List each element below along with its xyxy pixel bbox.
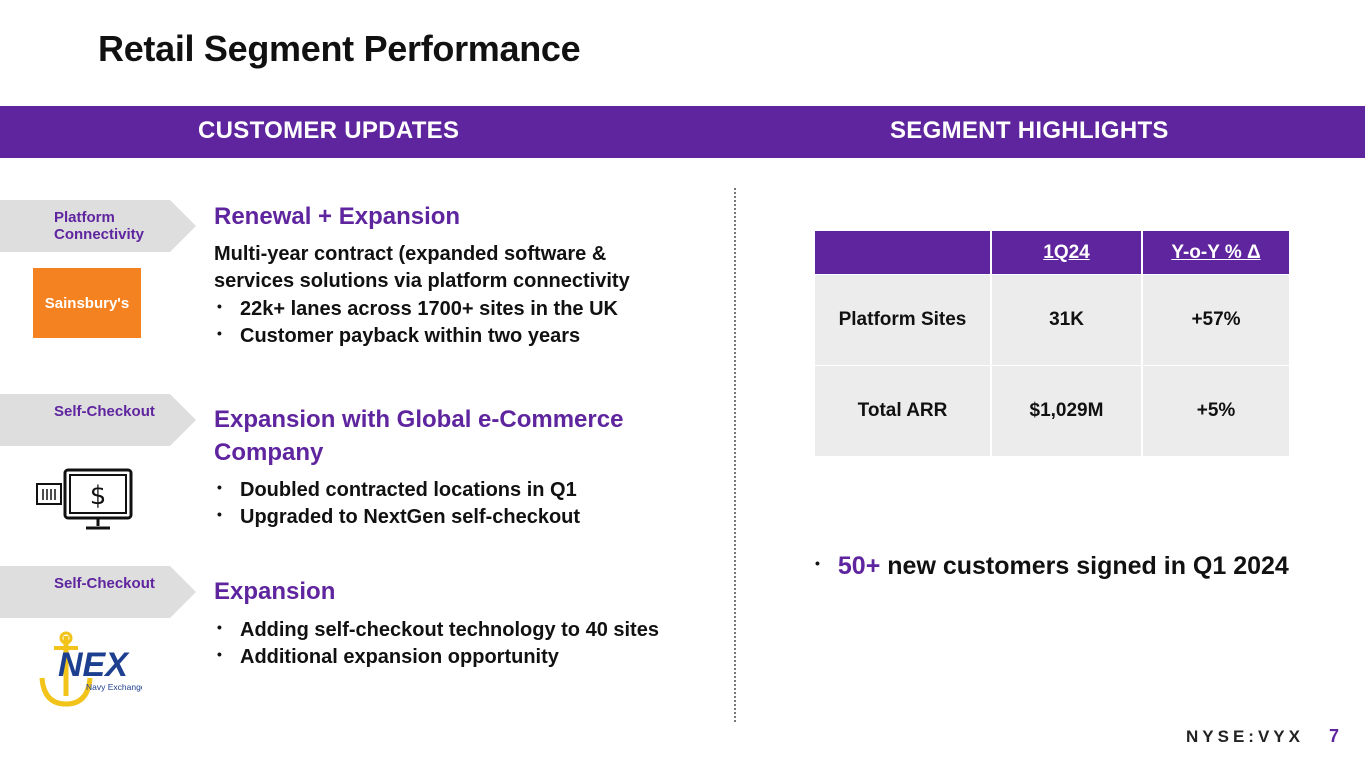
table-cell: $1,029M: [990, 365, 1142, 456]
nex-logo-text: NEX: [58, 646, 130, 684]
tag-self-checkout: Self-Checkout: [0, 394, 196, 446]
table-cell: +57%: [1141, 274, 1289, 366]
tag-self-checkout: Self-Checkout: [0, 566, 196, 618]
svg-text:$: $: [90, 481, 107, 511]
table-header-cell: [815, 231, 991, 275]
table-cell: 31K: [990, 274, 1142, 366]
nex-navy-exchange-logo: NEX Navy Exchange: [39, 631, 142, 707]
customer-description: Multi-year contract (expanded software &…: [214, 243, 630, 292]
customer-heading: Expansion: [214, 578, 336, 605]
nex-logo-subtext: Navy Exchange: [86, 682, 142, 692]
tag-label: Platform Connectivity: [54, 209, 145, 243]
segment-kpi-table: 1Q24 Y-o-Y % Δ Platform Sites 31K +57% T…: [815, 231, 1289, 456]
sainsburys-logo: Sainsbury's: [33, 268, 141, 338]
customer-heading: Expansion with Global e-Commerce Company: [214, 406, 624, 466]
stock-ticker: NYSE:VYX: [1186, 727, 1304, 746]
bullet-item: Adding self-checkout technology to 40 si…: [214, 614, 659, 644]
new-customers-highlight: • 50+ new customers signed in Q1 2024: [815, 552, 1289, 581]
highlight-text: new customers signed in Q1 2024: [887, 552, 1289, 580]
section-banner: [0, 106, 1365, 158]
customer-bullets: 22k+ lanes across 1700+ sites in the UK …: [214, 293, 618, 350]
table-row: Total ARR $1,029M +5%: [815, 365, 1289, 456]
segment-highlights-heading: SEGMENT HIGHLIGHTS: [890, 117, 1169, 144]
tag-platform-connectivity: Platform Connectivity: [0, 200, 196, 252]
tag-label: Self-Checkout: [54, 575, 155, 592]
table-header-cell: Y-o-Y % Δ: [1141, 231, 1289, 275]
customer-bullets: Doubled contracted locations in Q1 Upgra…: [214, 474, 580, 531]
page-number: 7: [1329, 726, 1340, 746]
bullet-dot: •: [815, 555, 820, 571]
customer-updates-heading: CUSTOMER UPDATES: [198, 117, 460, 144]
table-cell: Total ARR: [815, 365, 991, 456]
bullet-item: Upgraded to NextGen self-checkout: [214, 501, 580, 531]
customer-heading: Renewal + Expansion: [214, 203, 461, 230]
table-cell: +5%: [1141, 365, 1289, 456]
highlight-accent: 50+: [837, 552, 881, 580]
bullet-item: 22k+ lanes across 1700+ sites in the UK: [214, 293, 618, 323]
bullet-item: Doubled contracted locations in Q1: [214, 474, 580, 504]
self-checkout-monitor-icon: $: [36, 468, 133, 530]
tag-label: Self-Checkout: [54, 403, 155, 420]
table-header-row: 1Q24 Y-o-Y % Δ: [815, 231, 1289, 275]
bullet-item: Additional expansion opportunity: [214, 641, 659, 671]
table-cell: Platform Sites: [815, 274, 991, 366]
table-row: Platform Sites 31K +57%: [815, 274, 1289, 366]
column-divider: [734, 188, 736, 722]
customer-bullets: Adding self-checkout technology to 40 si…: [214, 614, 659, 671]
page-title: Retail Segment Performance: [98, 28, 581, 69]
bullet-item: Customer payback within two years: [214, 320, 618, 350]
sainsburys-logo-text: Sainsbury's: [44, 294, 130, 312]
table-header-cell: 1Q24: [990, 231, 1142, 275]
